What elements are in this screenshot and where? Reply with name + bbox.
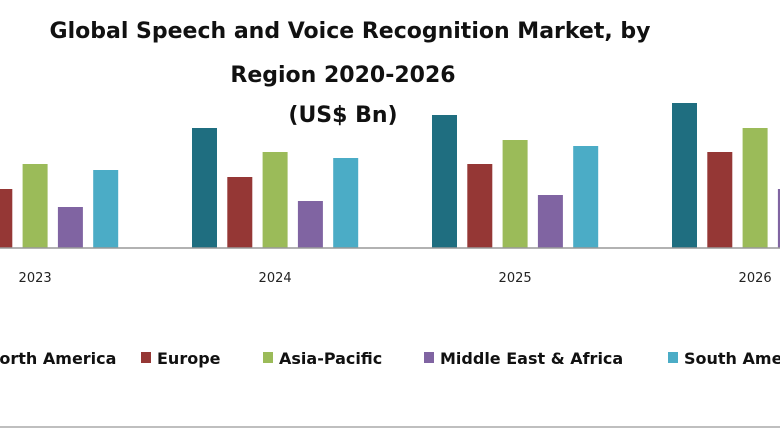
bar-asia-pacific-2024 <box>262 152 288 248</box>
legend-label: Asia-Pacific <box>279 349 382 368</box>
bar-north-america-2025 <box>432 115 457 248</box>
legend-swatch <box>668 352 678 363</box>
legend-label: Middle East & Africa <box>440 349 623 368</box>
bar-asia-pacific-2023 <box>22 164 48 248</box>
bar-europe-2026 <box>707 152 733 248</box>
bar-middle-east-africa-2023 <box>57 207 83 248</box>
legend-swatch <box>263 352 273 363</box>
bar-north-america-2026 <box>672 103 697 248</box>
chart-title-line-2: Region 2020-2026 <box>230 63 455 88</box>
x-tick-label: 2023 <box>19 271 52 286</box>
bar-south-america-2025 <box>573 146 599 248</box>
bar-europe-2023 <box>0 189 13 248</box>
bar-south-america-2023 <box>93 170 119 248</box>
bar-north-america-2024 <box>192 128 217 248</box>
legend: North America Europe Asia-Pacific Middle Ea… <box>0 349 780 368</box>
x-tick-label: 2024 <box>259 271 292 286</box>
x-tick-label: 2025 <box>499 271 532 286</box>
bar-asia-pacific-2025 <box>502 140 528 248</box>
bar-europe-2025 <box>467 164 493 248</box>
legend-label: Europe <box>157 349 221 368</box>
legend-swatch <box>424 352 434 363</box>
legend-label: South America <box>684 349 780 368</box>
bar-middle-east-africa-2026 <box>777 189 780 248</box>
x-tick-labels: 2023 2024 2025 2026 <box>19 271 772 286</box>
chart-title-line-3: (US$ Bn) <box>288 103 397 128</box>
chart-title-line-1: Global Speech and Voice Recognition Mark… <box>50 19 651 44</box>
legend-swatch <box>141 352 151 363</box>
bars-group <box>0 103 780 248</box>
legend-label: North America <box>0 349 116 368</box>
x-tick-label: 2026 <box>739 271 772 286</box>
bar-asia-pacific-2026 <box>742 128 768 248</box>
bar-europe-2024 <box>227 177 253 248</box>
bar-south-america-2024 <box>333 158 359 248</box>
bar-middle-east-africa-2025 <box>537 195 563 248</box>
bar-middle-east-africa-2024 <box>297 201 323 248</box>
